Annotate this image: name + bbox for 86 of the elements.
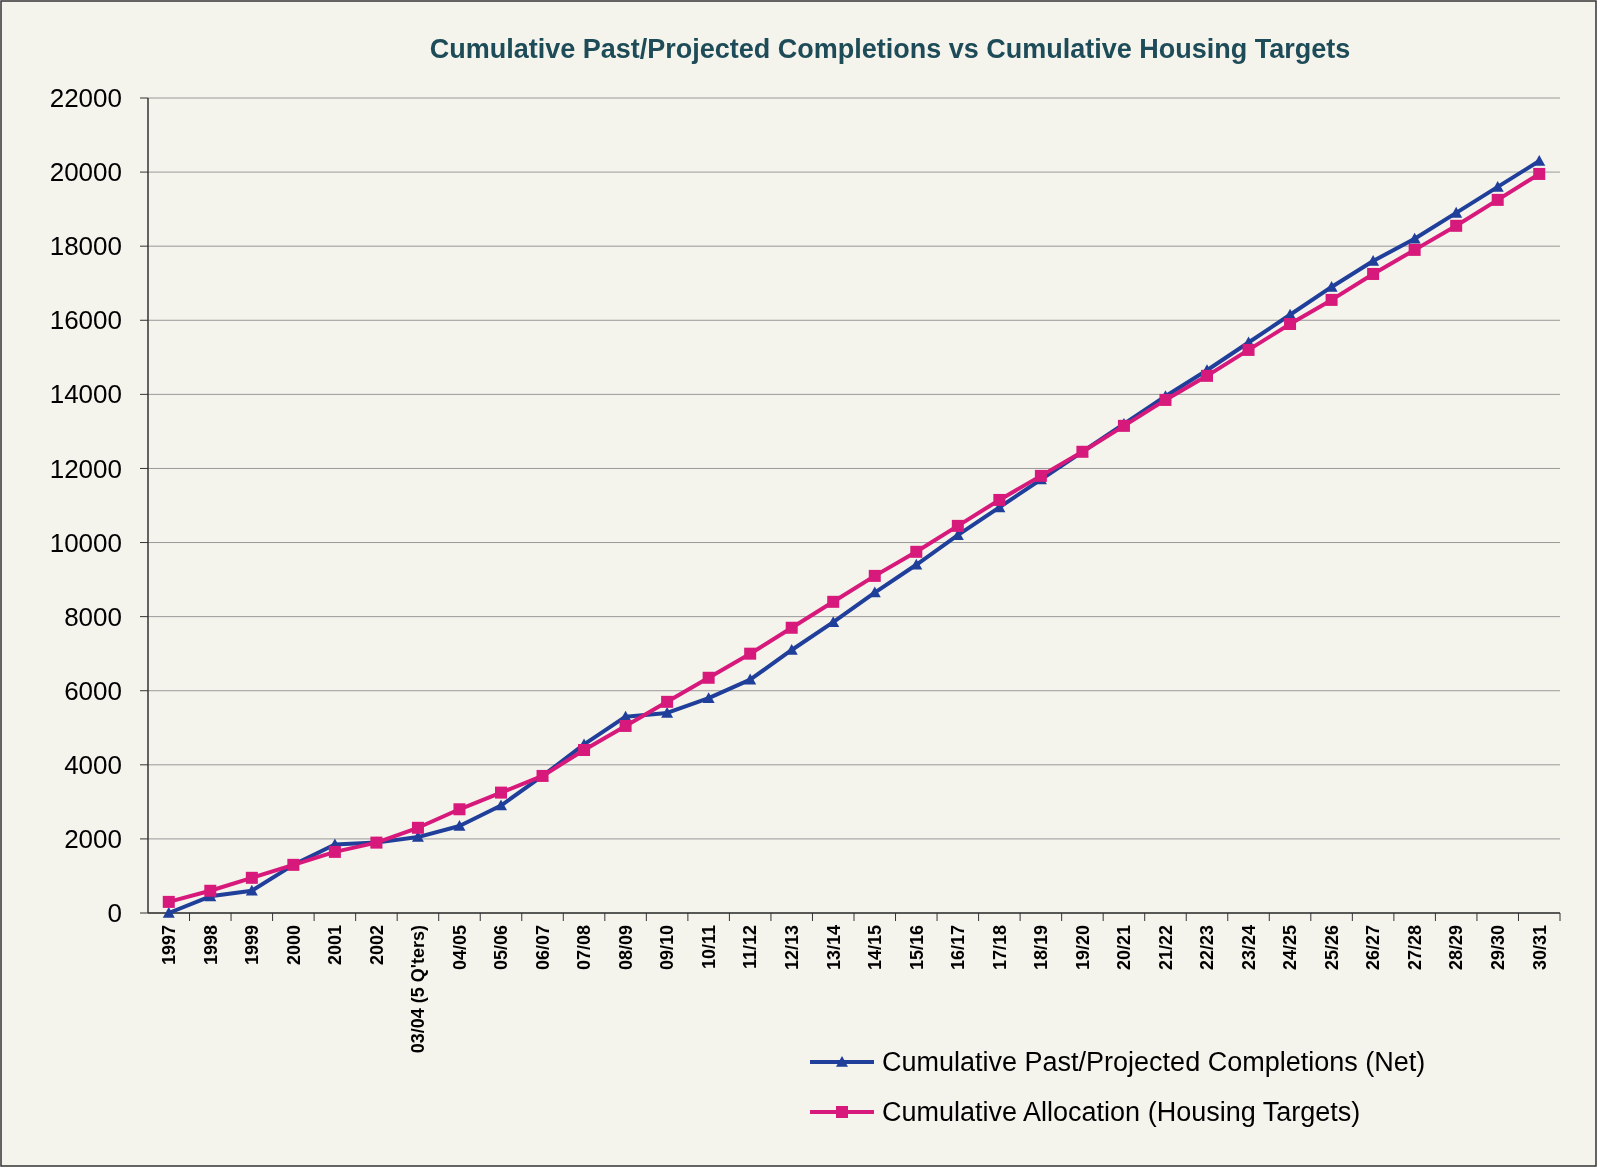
x-tick-label: 14/15 xyxy=(865,925,886,971)
x-tick-label: 10/11 xyxy=(698,925,719,970)
point xyxy=(661,706,674,718)
x-tick-label: 15/16 xyxy=(906,925,927,971)
x-tick-label: 1997 xyxy=(159,925,180,966)
point xyxy=(993,493,1006,506)
point xyxy=(578,744,591,756)
point xyxy=(1325,293,1338,306)
y-tick-label: 18000 xyxy=(49,231,122,262)
y-tick-label: 2000 xyxy=(64,824,122,855)
x-tick-label: 08/09 xyxy=(615,925,636,971)
x-tick-label: 28/29 xyxy=(1446,925,1467,971)
x-tick-label: 06/07 xyxy=(532,925,553,971)
x-tick-label: 29/30 xyxy=(1488,925,1509,971)
x-tick-label: 27/28 xyxy=(1404,925,1425,971)
x-tick-label: 2001 xyxy=(325,925,346,966)
point xyxy=(1408,243,1421,256)
point xyxy=(744,673,757,685)
y-tick-label: 16000 xyxy=(49,305,122,336)
legend-label: Cumulative Past/Projected Completions (Net) xyxy=(882,1047,1426,1078)
x-tick-label: 11/12 xyxy=(740,925,761,970)
y-tick-label: 10000 xyxy=(49,527,122,558)
y-tick-label: 12000 xyxy=(49,453,122,484)
x-tick-label: 1999 xyxy=(242,925,263,966)
point xyxy=(785,621,798,634)
point xyxy=(910,545,923,558)
x-tick-label: 13/14 xyxy=(823,925,844,971)
chart-title: Cumulative Past/Projected Completions vs Cumulative Housing Targets xyxy=(429,34,1351,64)
x-tick-label: 17/18 xyxy=(989,925,1010,971)
x-tick-label: 22/23 xyxy=(1197,925,1218,971)
point xyxy=(328,845,341,858)
point xyxy=(619,719,632,732)
x-tick-label: 07/08 xyxy=(574,925,595,971)
point xyxy=(245,871,258,884)
y-tick-label: 6000 xyxy=(64,675,122,706)
x-tick-label: 2000 xyxy=(283,925,304,966)
x-tick-label: 04/05 xyxy=(449,925,470,971)
x-tick-label: 19/20 xyxy=(1072,925,1093,971)
point xyxy=(1034,469,1047,482)
x-tick-label: 24/25 xyxy=(1280,925,1301,971)
point xyxy=(245,884,258,896)
point xyxy=(661,695,674,708)
y-tick-label: 0 xyxy=(107,898,122,929)
point xyxy=(744,647,757,660)
x-tick-label: 05/06 xyxy=(491,925,512,971)
point xyxy=(495,786,507,799)
x-tick-label: 18/19 xyxy=(1031,925,1052,971)
point xyxy=(702,671,715,684)
x-tick-label: 26/27 xyxy=(1363,925,1384,971)
y-tick-label: 20000 xyxy=(49,157,122,188)
x-tick-label: 16/17 xyxy=(948,925,969,971)
point xyxy=(453,803,466,816)
x-tick-label: 20/21 xyxy=(1114,925,1135,971)
point xyxy=(453,819,466,831)
point xyxy=(951,519,964,532)
x-tick-label: 1998 xyxy=(200,925,221,966)
point xyxy=(495,799,507,811)
point xyxy=(827,595,840,608)
point xyxy=(868,569,881,582)
point xyxy=(1450,206,1463,218)
point xyxy=(1408,232,1421,244)
x-tick-label: 25/26 xyxy=(1321,925,1342,971)
point xyxy=(1242,343,1255,356)
legend-label: Cumulative Allocation (Housing Targets) xyxy=(882,1097,1361,1128)
x-tick-label: 2002 xyxy=(366,925,387,966)
point xyxy=(1533,167,1546,180)
x-tick-label: 30/31 xyxy=(1529,925,1550,971)
point xyxy=(411,821,424,834)
point xyxy=(1201,369,1213,382)
x-tick-label: 21/22 xyxy=(1155,925,1176,971)
point xyxy=(1491,193,1504,206)
y-tick-label: 22000 xyxy=(49,83,122,114)
x-tick-label: 09/10 xyxy=(657,925,678,971)
point xyxy=(1367,267,1380,280)
x-tick-label: 03/04 (5 Q'ters) xyxy=(408,925,429,1054)
y-tick-label: 8000 xyxy=(64,601,122,632)
point xyxy=(204,884,217,897)
y-tick-label: 4000 xyxy=(64,749,122,780)
point xyxy=(162,895,175,908)
x-tick-label: 12/13 xyxy=(782,925,803,971)
point xyxy=(162,907,175,918)
y-tick-label: 14000 xyxy=(49,379,122,410)
point xyxy=(702,692,715,703)
point xyxy=(1284,317,1297,330)
point xyxy=(1450,219,1463,232)
x-tick-label: 23/24 xyxy=(1238,925,1259,971)
